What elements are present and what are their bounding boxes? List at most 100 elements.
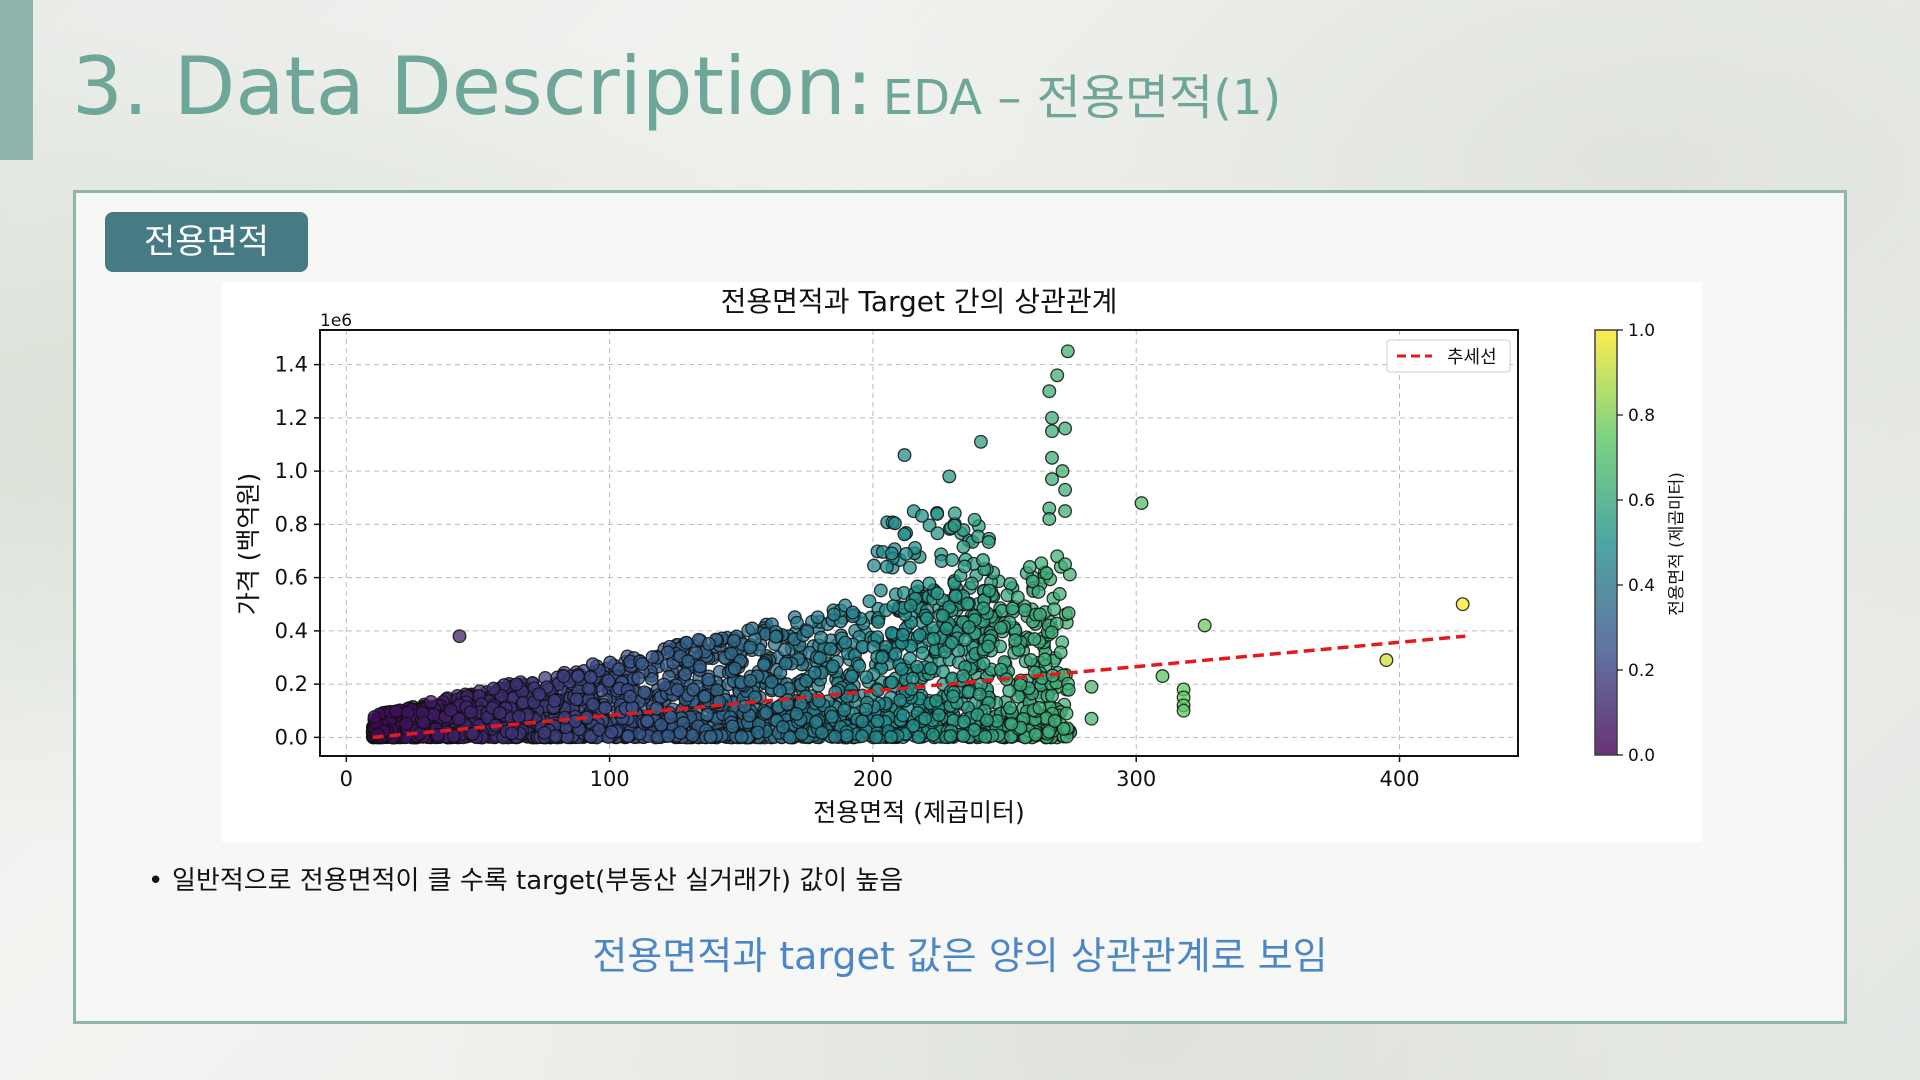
scatter-point xyxy=(1028,727,1043,742)
scatter-point xyxy=(598,701,613,715)
scatter-point xyxy=(807,665,822,680)
scatter-point xyxy=(1059,706,1074,721)
scatter-point xyxy=(910,579,925,594)
scatter-point xyxy=(511,709,526,724)
scatter-point xyxy=(982,583,997,598)
scatter-point xyxy=(661,728,676,743)
scatter-point xyxy=(504,726,519,741)
colorbar-tick-label: 0.2 xyxy=(1628,661,1655,681)
scatter-point xyxy=(685,728,700,743)
colorbar-tick-label: 0.6 xyxy=(1628,491,1655,511)
scatter-point xyxy=(799,673,814,688)
scatter-point xyxy=(693,659,707,674)
scatter-point xyxy=(828,729,843,744)
y-tick-label: 1.0 xyxy=(275,459,308,483)
scatter-point xyxy=(902,560,917,575)
scatter-point xyxy=(862,594,877,609)
scatter-point xyxy=(451,712,466,727)
scatter-point xyxy=(424,694,438,709)
scatter-point xyxy=(894,662,909,677)
legend-label: 추세선 xyxy=(1447,347,1497,368)
scatter-point xyxy=(1455,597,1470,612)
scatter-point xyxy=(1055,464,1070,479)
bullet-dot: • xyxy=(148,866,164,896)
scatter-point xyxy=(537,725,552,740)
scatter-point xyxy=(893,693,908,708)
scatter-point xyxy=(895,627,910,642)
scatter-point xyxy=(926,631,941,646)
slide-title: 3. Data Description: EDA – 전용면적(1) xyxy=(72,40,1281,133)
scatter-point xyxy=(794,727,809,741)
scatter-point xyxy=(855,714,870,729)
scatter-point xyxy=(1022,560,1037,574)
legend-box xyxy=(1386,339,1511,373)
scatter-point xyxy=(645,650,660,665)
scatter-point xyxy=(703,729,718,744)
scatter-point xyxy=(1084,679,1099,694)
scatter-point xyxy=(947,506,962,521)
scatter-point xyxy=(1042,384,1057,399)
scatter-point xyxy=(1056,721,1071,736)
scatter-point xyxy=(972,687,987,702)
scatter-point xyxy=(389,704,403,719)
scatter-point xyxy=(1053,645,1068,660)
scatter-point xyxy=(743,673,758,688)
scatter-point xyxy=(759,705,774,720)
x-tick-label: 400 xyxy=(1379,767,1419,791)
scatter-point xyxy=(903,598,918,613)
scatter-point xyxy=(1084,711,1099,726)
scatter-point xyxy=(700,707,715,722)
scatter-point xyxy=(604,725,619,740)
scatter-point xyxy=(859,670,874,685)
scatter-point xyxy=(725,719,740,734)
colorbar-tick-label: 0.0 xyxy=(1628,746,1655,766)
scatter-point xyxy=(1032,700,1047,715)
scatter-point xyxy=(1045,410,1059,425)
scatter-point xyxy=(826,607,841,622)
scatter-point xyxy=(446,729,461,743)
scatter-point xyxy=(465,727,480,741)
scatter-point xyxy=(976,601,991,616)
scatter-point xyxy=(778,656,793,671)
scatter-point xyxy=(967,723,982,738)
scatter-point xyxy=(930,586,945,601)
scatter-point xyxy=(824,709,839,724)
scatter-point xyxy=(1052,587,1067,601)
scatter-point xyxy=(399,716,414,731)
scatter-point xyxy=(867,558,881,573)
scatter-point xyxy=(923,661,938,676)
scatter-points xyxy=(365,344,1470,745)
scatter-point xyxy=(915,646,930,661)
x-tick-label: 200 xyxy=(853,767,893,791)
scatter-point xyxy=(859,702,873,717)
scatter-point xyxy=(772,683,787,698)
scatter-point xyxy=(1045,424,1059,439)
scatter-point xyxy=(956,539,971,554)
scatter-point xyxy=(1025,574,1040,589)
scatter-point xyxy=(978,729,993,744)
x-tick-label: 0 xyxy=(340,767,353,791)
scatter-point xyxy=(724,646,739,661)
scatter-point xyxy=(1037,652,1052,667)
scatter-point xyxy=(957,714,971,729)
y-axis-label: 가격 (백억원) xyxy=(234,473,263,615)
scatter-point xyxy=(918,711,933,726)
scatter-point xyxy=(1058,504,1073,519)
scatter-point xyxy=(838,635,853,650)
scatter-point xyxy=(980,713,994,728)
x-tick-label: 100 xyxy=(590,767,630,791)
scatter-point xyxy=(1047,602,1062,617)
scatter-point xyxy=(930,506,945,521)
scatter-point xyxy=(919,611,934,626)
scatter-point xyxy=(1060,344,1075,359)
title-main: 3. Data Description: xyxy=(72,40,873,133)
scatter-point xyxy=(637,685,652,700)
scatter-point xyxy=(509,677,524,692)
scatter-point xyxy=(701,636,716,651)
scatter-point xyxy=(775,720,790,734)
scatter-point xyxy=(1010,590,1025,605)
chart-title: 전용면적과 Target 간의 상관관계 xyxy=(721,285,1118,318)
section-tag: 전용면적 xyxy=(105,212,308,272)
scatter-point xyxy=(873,583,888,598)
scatter-point xyxy=(837,703,852,718)
